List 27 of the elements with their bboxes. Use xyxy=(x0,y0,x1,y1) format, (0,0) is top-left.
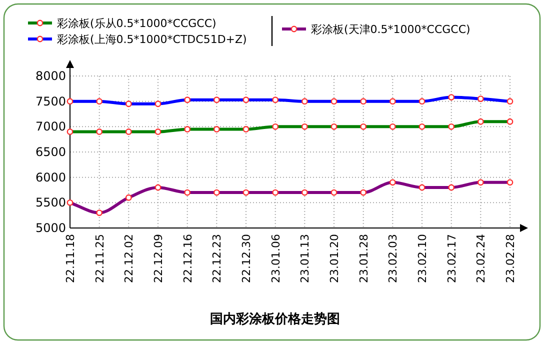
legend-label: 彩涂板(上海0.5*1000*CTDC51D+Z) xyxy=(57,33,247,46)
x-tick-label: 22.11.25 xyxy=(93,234,106,283)
x-tick-label: 22.12.30 xyxy=(240,234,253,283)
x-tick-label: 23.02.10 xyxy=(416,234,429,283)
y-tick-label: 7000 xyxy=(35,120,66,134)
x-tick-label: 23.02.28 xyxy=(504,234,517,283)
x-tick-label: 23.02.17 xyxy=(445,234,458,283)
x-tick-label: 22.12.02 xyxy=(122,234,136,283)
x-tick-label: 23.01.28 xyxy=(357,234,370,283)
y-tick-label: 5500 xyxy=(35,196,66,210)
legend-label: 彩涂板(天津0.5*1000*CCGCC) xyxy=(311,23,470,36)
y-tick-label: 7500 xyxy=(35,94,66,108)
x-tick-label: 22.12.16 xyxy=(181,234,194,283)
x-tick-label: 23.01.06 xyxy=(269,234,282,283)
y-tick-label: 8000 xyxy=(35,69,66,83)
text: 国内彩涂板价格走势图 xyxy=(210,311,340,327)
x-tick-label: 23.01.13 xyxy=(298,234,312,283)
y-tick-label: 6000 xyxy=(35,170,66,184)
x-tick-label: 23.02.03 xyxy=(386,234,400,283)
x-tick-label: 22.12.09 xyxy=(152,234,165,283)
y-tick-label: 5000 xyxy=(35,221,66,235)
x-tick-label: 22.12.23 xyxy=(210,234,224,283)
x-tick-label: 23.01.20 xyxy=(328,234,341,283)
y-tick-label: 6500 xyxy=(35,145,66,159)
x-tick-label: 23.02.24 xyxy=(474,234,488,283)
x-tick-label: 22.11.18 xyxy=(64,234,77,283)
legend-label: 彩涂板(乐从0.5*1000*CCGCC) xyxy=(57,17,216,30)
